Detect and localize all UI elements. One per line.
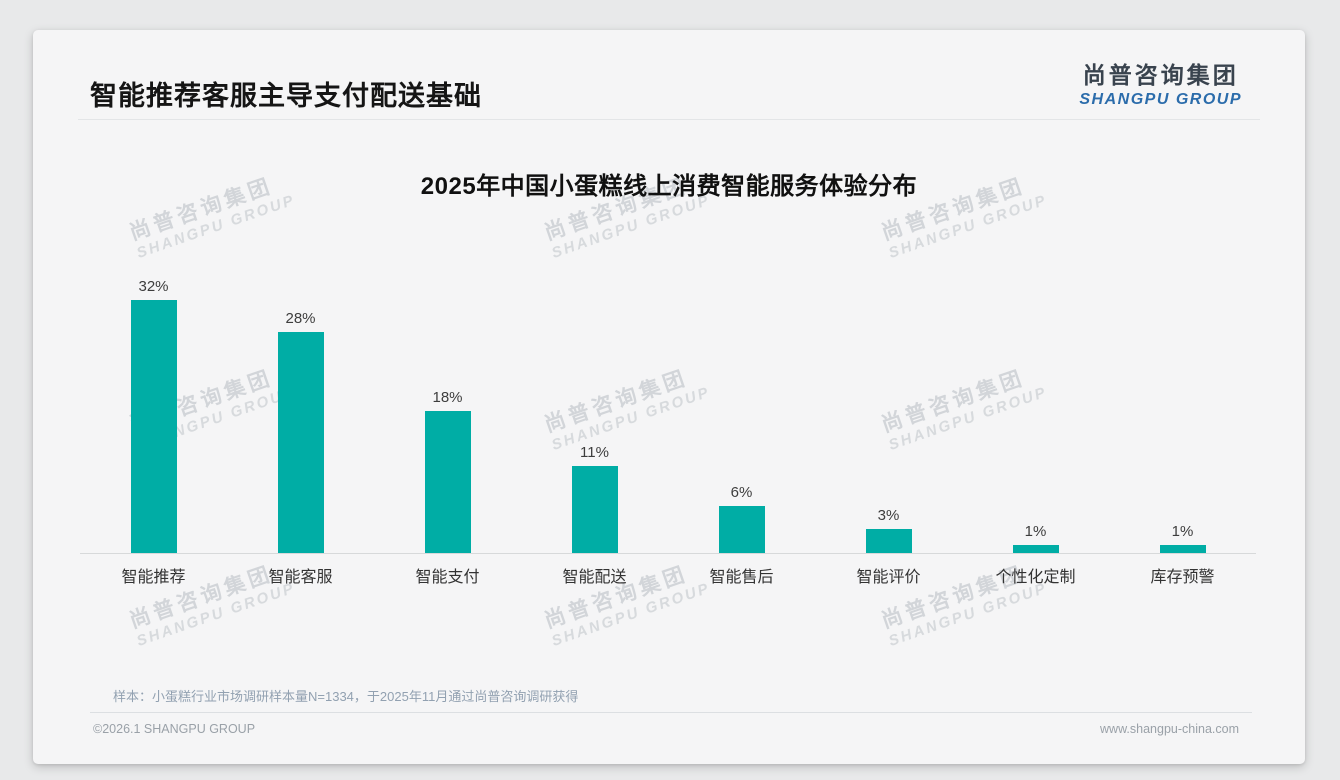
- bar: [277, 332, 324, 553]
- bar: [718, 506, 765, 553]
- copyright-text: ©2026.1 SHANGPU GROUP: [93, 722, 256, 736]
- logo-chinese-text: 尚普咨询集团: [1082, 62, 1239, 88]
- bar: [571, 466, 618, 553]
- chart-title: 2025年中国小蛋糕线上消费智能服务体验分布: [420, 173, 918, 200]
- category-label: 库存预警: [1150, 569, 1215, 586]
- watermark-english-text: SHANGPU GROUP: [549, 191, 713, 262]
- page-title: 智能推荐客服主导支付配送基础: [90, 81, 482, 111]
- watermark-english-text: SHANGPU GROUP: [886, 579, 1050, 650]
- bar-column: 28%: [227, 266, 374, 553]
- slide-card: 智能推荐客服主导支付配送基础 尚普咨询集团 SHANGPU GROUP 2025…: [33, 30, 1305, 764]
- watermark-english-text: SHANGPU GROUP: [134, 579, 298, 650]
- watermark-english-text: SHANGPU GROUP: [134, 191, 298, 262]
- bar: [424, 411, 471, 553]
- bar-column: 3%: [815, 266, 962, 553]
- footer-divider: [90, 712, 1252, 713]
- category-label: 智能售后: [709, 569, 774, 586]
- category-label: 智能配送: [562, 569, 627, 586]
- bar: [1012, 545, 1059, 553]
- bar-column: 11%: [521, 266, 668, 553]
- sample-footnote: 样本：小蛋糕行业市场调研样本量N=1334，于2025年11月通过尚普咨询调研获…: [113, 689, 579, 704]
- bar-column: 18%: [374, 266, 521, 553]
- bar-value-label: 1%: [1024, 523, 1047, 540]
- bar-column: 6%: [668, 266, 815, 553]
- category-label: 智能推荐: [121, 569, 186, 586]
- category-row: 智能推荐 智能客服 智能支付 智能配送 智能售后 智能评价 个性化定制 库存预警: [80, 563, 1256, 587]
- plot: 32% 28% 18% 11% 6% 3% 1% 1%: [80, 266, 1256, 553]
- category-label: 智能客服: [268, 569, 333, 586]
- x-axis-line: [80, 553, 1256, 554]
- watermark-english-text: SHANGPU GROUP: [549, 579, 713, 650]
- shangpu-logo: 尚普咨询集团 SHANGPU GROUP: [1079, 56, 1242, 109]
- bar: [1159, 545, 1206, 553]
- logo-english-text: SHANGPU GROUP: [1079, 91, 1242, 108]
- category-label: 智能支付: [415, 569, 480, 586]
- bar: [130, 300, 177, 553]
- header-divider: [78, 119, 1260, 120]
- bar-column: 32%: [80, 266, 227, 553]
- watermark-english-text: SHANGPU GROUP: [886, 191, 1050, 262]
- bar-value-label: 32%: [138, 278, 169, 295]
- bar-value-label: 3%: [877, 507, 900, 524]
- category-label: 个性化定制: [995, 569, 1076, 586]
- bar-value-label: 1%: [1171, 523, 1194, 540]
- bar: [865, 529, 912, 553]
- bar-column: 1%: [962, 266, 1109, 553]
- category-label: 智能评价: [856, 569, 921, 586]
- bar-value-label: 18%: [432, 389, 463, 406]
- website-text: www.shangpu-china.com: [1100, 722, 1239, 736]
- bar-value-label: 28%: [285, 310, 316, 327]
- bar-column: 1%: [1109, 266, 1256, 553]
- bar-value-label: 6%: [730, 484, 753, 501]
- bar-value-label: 11%: [580, 444, 609, 461]
